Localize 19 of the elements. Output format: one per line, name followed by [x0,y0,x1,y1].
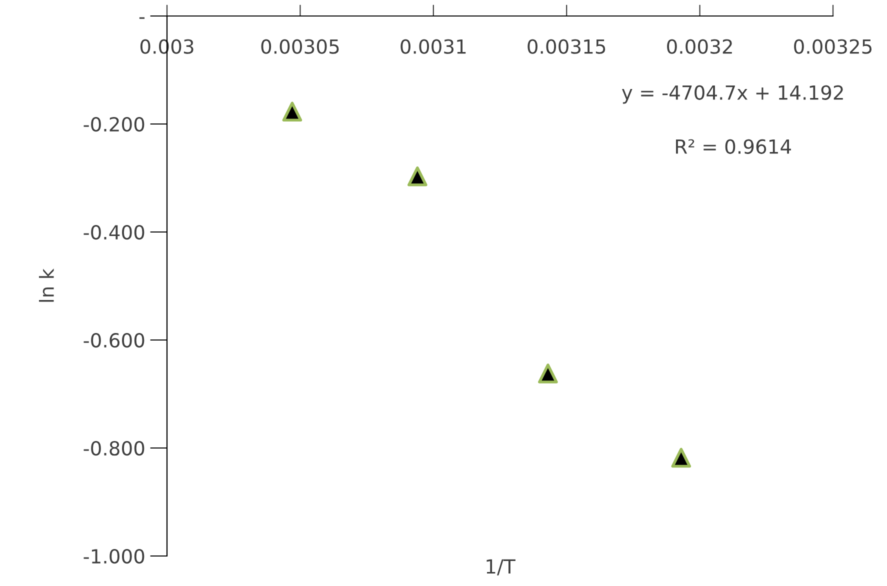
x-tick-label: 0.00305 [261,39,339,54]
x-tick-label: 0.00325 [794,39,872,54]
y-tick-label: -0.400 [84,224,144,240]
y-tick-label: -1.000 [84,548,144,564]
point [282,102,302,122]
y-tick-label: -0.200 [84,116,144,132]
x-tick-label: 0.00315 [528,39,606,54]
annotation: y = -4704.7x + 14.192 [622,85,843,104]
annotation: R² = 0.9614 [676,139,792,154]
point [671,448,692,468]
y-tick-label: - [139,17,145,19]
x-tick-label: 0.0031 [400,39,466,54]
y-tick-label: -0.600 [84,332,144,348]
x-tick-label: 0.0032 [667,39,732,54]
y-axis-title: ln k [38,268,54,302]
point [408,166,428,186]
point [538,364,558,384]
x-axis-title: 1/T [486,559,516,576]
y-tick-label: -0.800 [84,440,144,456]
